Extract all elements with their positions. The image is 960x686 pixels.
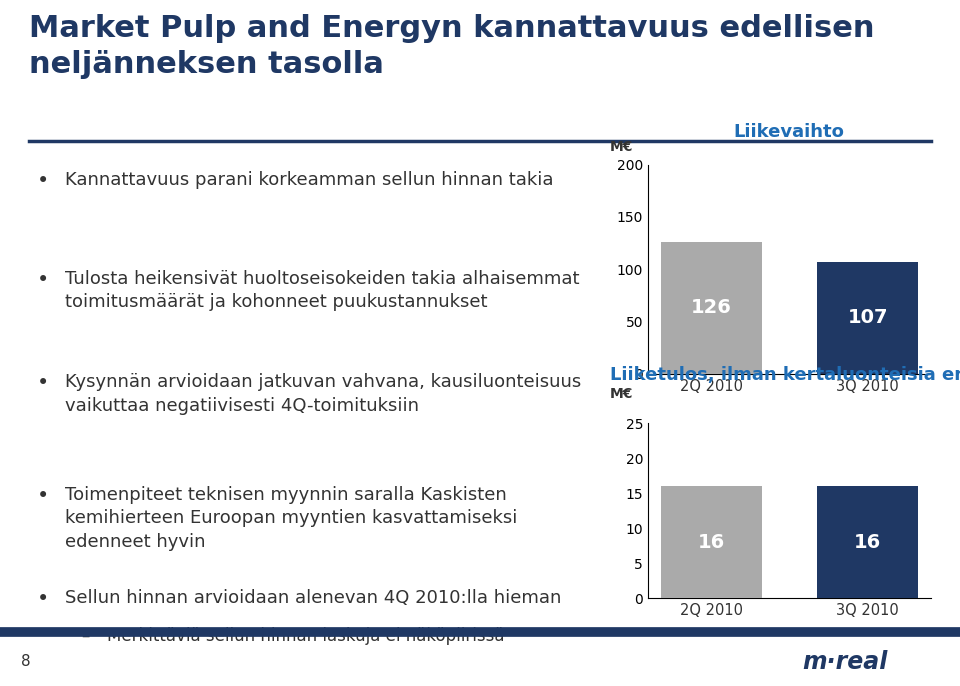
Bar: [660, 242, 762, 374]
Text: Market Pulp and Energyn kannattavuus edellisen
neljänneksen tasolla: Market Pulp and Energyn kannattavuus ede…: [29, 14, 875, 79]
Text: Kannattavuus parani korkeamman sellun hinnan takia: Kannattavuus parani korkeamman sellun hi…: [65, 171, 554, 189]
Text: Kysynnän arvioidaan jatkuvan vahvana, kausiluonteisuus
vaikuttaa negatiivisesti : Kysynnän arvioidaan jatkuvan vahvana, ka…: [65, 373, 581, 414]
Text: Liikevaihto: Liikevaihto: [733, 123, 845, 141]
Text: •: •: [37, 171, 49, 191]
Text: Toimenpiteet teknisen myynnin saralla Kaskisten
kemihierteen Euroopan myyntien k: Toimenpiteet teknisen myynnin saralla Ka…: [65, 486, 517, 551]
Bar: [817, 262, 919, 374]
Text: 16: 16: [698, 533, 725, 552]
Text: M€: M€: [610, 388, 633, 401]
Text: •: •: [37, 373, 49, 393]
Text: •: •: [37, 270, 49, 289]
Text: •: •: [37, 486, 49, 506]
Bar: [660, 486, 762, 598]
Text: 126: 126: [691, 298, 732, 318]
Text: Sellun hinnan arvioidaan alenevan 4Q 2010:lla hieman: Sellun hinnan arvioidaan alenevan 4Q 201…: [65, 589, 562, 607]
Text: 16: 16: [854, 533, 881, 552]
Text: m·real: m·real: [803, 650, 887, 674]
Text: 8: 8: [21, 654, 31, 669]
Text: Liiketulos, ilman kertaluonteisia eriä: Liiketulos, ilman kertaluonteisia eriä: [610, 366, 960, 384]
Text: 107: 107: [848, 309, 888, 327]
Text: –: –: [82, 627, 90, 645]
Text: Tulosta heikensivät huoltoseisokeiden takia alhaisemmat
toimitusmäärät ja kohonn: Tulosta heikensivät huoltoseisokeiden ta…: [65, 270, 580, 311]
Text: M€: M€: [610, 141, 633, 154]
Text: Merkittäviä sellun hinnan laskuja ei näköpiirissä: Merkittäviä sellun hinnan laskuja ei näk…: [107, 627, 504, 645]
Bar: [817, 486, 919, 598]
Text: •: •: [37, 589, 49, 609]
